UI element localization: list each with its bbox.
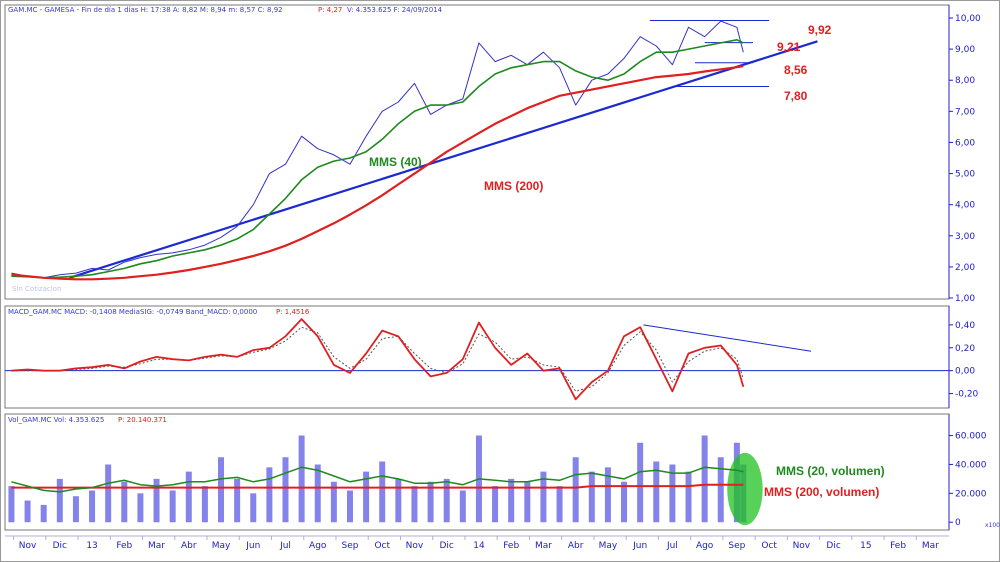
x-tick-label: Sep: [341, 541, 358, 551]
volume-highlight-ellipse: [727, 452, 763, 526]
y-tick-label: 0: [955, 518, 961, 528]
x-tick-label: Sep: [728, 541, 745, 551]
x-tick-label: Jul: [666, 541, 678, 551]
macd-header: MACD_GAM.MC MACD: -0,1408 MediaSIG: -0,0…: [8, 308, 257, 316]
x-tick-label: Ago: [309, 541, 327, 551]
y-tick-label: 2,00: [955, 263, 975, 273]
macd-trendline: [643, 324, 812, 352]
x-tick-label: Abr: [568, 541, 584, 551]
y-tick-label: 1,00: [955, 294, 975, 304]
series-mms-200-volumen: [11, 483, 744, 489]
mms40-label: MMS (40): [369, 155, 422, 169]
series-precio: [11, 20, 744, 279]
x-tick-label: Oct: [761, 541, 777, 551]
x-tick-label: Nov: [793, 541, 811, 551]
watermark: Sin Cotizacion: [12, 285, 61, 293]
trendline: [69, 40, 818, 279]
x-tick-label: Ago: [696, 541, 714, 551]
x-tick-label: 15: [860, 541, 871, 551]
y-tick-label: 4,00: [955, 201, 975, 211]
y-tick-label: 10,00: [955, 14, 981, 24]
x-tick-label: Nov: [406, 541, 424, 551]
x-tick-label: Feb: [116, 541, 132, 551]
series-mms-40: [11, 38, 744, 279]
y-tick-label: 40.000: [955, 460, 987, 470]
macd-y-ticks: 0,40 0,20 0,00 -0,20: [949, 321, 979, 400]
price-series: [11, 20, 818, 281]
x-tick-label: Dic: [826, 541, 840, 551]
volume-y-ticks: 60.000 40.000 20.000 0: [949, 432, 987, 528]
y-tick-label: 20.000: [955, 489, 987, 499]
series-mms-20-volumen: [11, 466, 744, 493]
macd-plot-area: [4, 305, 950, 409]
series-mms-200: [11, 65, 744, 281]
level-780-label: 7,80: [784, 89, 808, 103]
price-header-change: P: 4,27: [318, 6, 342, 14]
corner-label: x100: [985, 522, 1000, 529]
x-tick-label: May: [599, 541, 618, 551]
y-tick-label: 0,40: [955, 321, 975, 331]
x-tick-label: Nov: [19, 541, 37, 551]
level-921-label: 9,21: [777, 40, 801, 54]
volume-header: Vol_GAM.MC Vol: 4.353.625: [8, 416, 104, 424]
y-tick-label: 3,00: [955, 232, 975, 242]
y-tick-label: 5,00: [955, 170, 975, 180]
y-tick-label: 0,00: [955, 367, 975, 377]
price-levels: [649, 19, 770, 87]
price-plot-area: [4, 4, 950, 300]
volume-highlight: [727, 452, 763, 526]
macd-series: [5, 318, 949, 401]
x-tick-label: Mar: [922, 541, 939, 551]
x-tick-label: Feb: [890, 541, 906, 551]
vol20-label: MMS (20, volumen): [776, 464, 885, 478]
x-tick-label: Jun: [245, 541, 260, 551]
x-tick-label: Mar: [148, 541, 165, 551]
level-992-label: 9,92: [808, 23, 832, 37]
x-axis: Nov Dic 13 Feb Mar Abr May Jun Jul Ago Sep Oct Nov Di…: [5, 535, 949, 551]
level-856-label: 8,56: [784, 63, 808, 77]
price-y-ticks: 10,00 9,00 8,00 7,00 6,00 5,00 4,00 3,00 2,00 1,0…: [949, 14, 981, 304]
macd-panel: MACD_GAM.MC MACD: -0,1408 MediaSIG: -0,0…: [4, 305, 979, 409]
price-panel: GAM.MC - GAMESA - Fin de día 1 días H: 1…: [4, 4, 981, 304]
y-tick-label: 9,00: [955, 45, 975, 55]
y-tick-label: 7,00: [955, 107, 975, 117]
x-axis-labels: Nov Dic 13 Feb Mar Abr May Jun Jul Ago Sep Oct Nov Di…: [13, 536, 939, 551]
x-tick-label: Jun: [632, 541, 647, 551]
macd-header-change: P: 1,4516: [276, 308, 310, 316]
x-tick-label: Mar: [535, 541, 552, 551]
x-tick-label: May: [212, 541, 231, 551]
x-tick-label: Jul: [279, 541, 291, 551]
x-tick-label: Oct: [374, 541, 390, 551]
y-tick-label: -0,20: [955, 390, 979, 400]
mms200-label: MMS (200): [484, 179, 543, 193]
volume-panel: Vol_GAM.MC Vol: 4.353.625 P: 20.140.371 …: [4, 413, 1000, 531]
x-tick-label: Feb: [503, 541, 519, 551]
x-tick-label: 14: [473, 541, 485, 551]
price-header-tail: V: 4.353.625 F: 24/09/2014: [347, 6, 443, 14]
price-header: GAM.MC - GAMESA - Fin de día 1 días H: 1…: [8, 6, 283, 14]
volume-header-change: P: 20.140.371: [118, 416, 167, 424]
series-mediasig: [11, 326, 744, 392]
x-tick-label: Dic: [440, 541, 454, 551]
volume-series: [11, 466, 744, 493]
y-tick-label: 8,00: [955, 76, 975, 86]
vol200-label: MMS (200, volumen): [764, 485, 879, 499]
y-tick-label: 60.000: [955, 432, 987, 442]
y-tick-label: 0,20: [955, 344, 975, 354]
y-tick-label: 6,00: [955, 138, 975, 148]
x-tick-label: 13: [86, 541, 97, 551]
series-macd: [11, 318, 745, 401]
x-tick-label: Abr: [181, 541, 197, 551]
x-tick-label: Dic: [53, 541, 67, 551]
